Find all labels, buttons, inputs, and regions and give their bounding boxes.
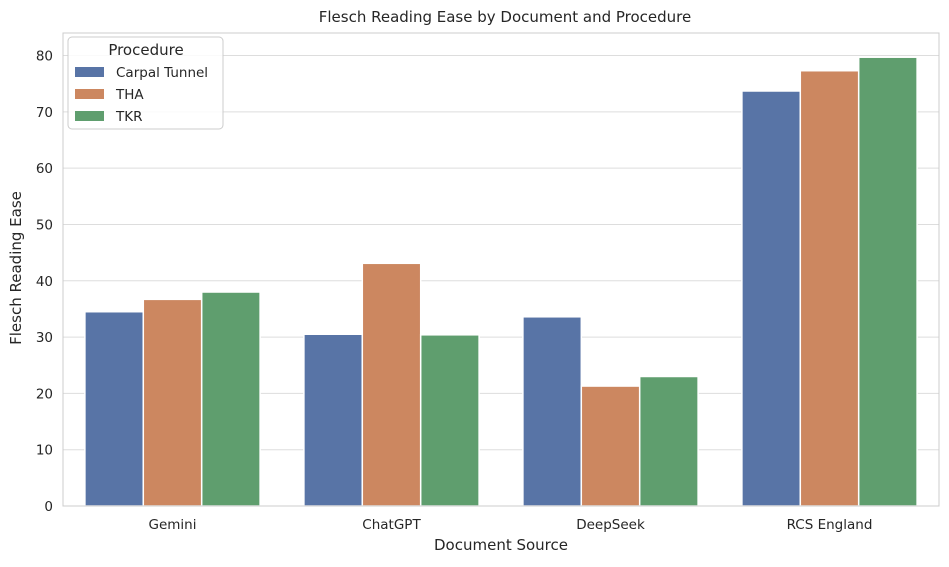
bar-deepseek-tha [580,385,641,507]
bar-chatgpt-carpal-tunnel [303,333,364,507]
legend-label-carpal-tunnel: Carpal Tunnel [116,65,208,81]
bar-gemini-carpal-tunnel [84,310,145,507]
chart-title: Flesch Reading Ease by Document and Proc… [319,8,692,26]
y-tick-label: 20 [36,386,53,402]
legend: Procedure Carpal Tunnel THA TKR [67,36,224,130]
bar-gemini-tkr [200,291,261,507]
y-tick-label: 50 [36,217,53,233]
y-axis-label: Flesch Reading Ease [7,191,25,345]
bar-rcs-england-carpal-tunnel [741,90,802,507]
y-tick-label: 40 [36,274,53,290]
legend-title: Procedure [108,41,183,59]
legend-swatch-carpal-tunnel [75,67,104,77]
x-tick-label: Gemini [149,517,197,533]
legend-label-tkr: TKR [115,109,142,125]
legend-box [67,36,224,130]
bar-deepseek-carpal-tunnel [522,316,583,507]
bar-gemini-tha [142,298,203,507]
x-axis-label: Document Source [434,536,568,554]
x-tick-label: RCS England [787,517,873,533]
y-axis-ticks: 0 10 20 30 40 50 60 70 80 [36,49,53,515]
x-axis-ticks: Gemini ChatGPT DeepSeek RCS England [149,517,873,533]
legend-label-tha: THA [115,87,144,103]
bars [84,56,918,507]
y-tick-label: 10 [36,443,53,459]
bar-chatgpt-tha [361,262,422,507]
bar-rcs-england-tha [799,69,860,507]
x-tick-label: DeepSeek [576,517,645,533]
bar-rcs-england-tkr [857,56,918,507]
y-tick-label: 30 [36,330,53,346]
y-tick-label: 0 [44,499,53,515]
bar-chatgpt-tkr [419,334,480,507]
bar-deepseek-tkr [638,375,699,507]
x-tick-label: ChatGPT [362,517,421,533]
y-tick-label: 80 [36,49,53,65]
legend-swatch-tkr [75,111,104,121]
plot-frame [62,32,940,507]
y-tick-label: 70 [36,105,53,121]
legend-swatch-tha [75,89,104,99]
y-tick-label: 60 [36,161,53,177]
